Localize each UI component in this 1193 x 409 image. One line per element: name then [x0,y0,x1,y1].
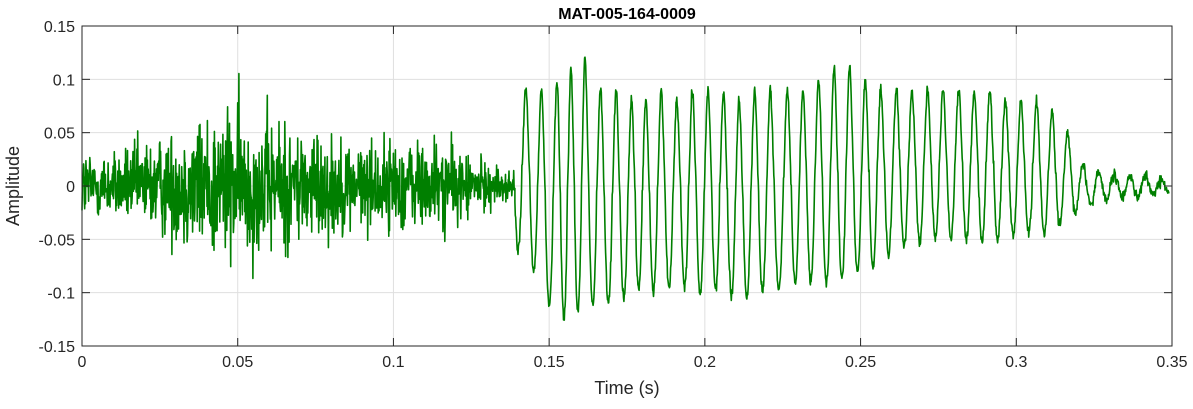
tick-marks [81,25,1173,347]
y-tick-label: -0.1 [47,286,75,303]
x-tick-label: 0.25 [845,354,876,371]
x-tick-label: 0.15 [534,354,565,371]
y-tick-label: 0.05 [44,126,75,143]
data-layer [81,56,1170,321]
y-tick-label: 0.1 [53,72,75,89]
series-line [81,56,1170,321]
y-axis-label: Amplitude [3,146,23,226]
x-axis-label: Time (s) [594,378,659,398]
y-tick-label: -0.15 [39,339,76,356]
tick-labels: 0 0.05 0.1 0.15 0.2 0.25 0.3 0.35 -0.15 -0.1 -0.05… [39,19,1188,371]
x-tick-label: 0.05 [222,354,253,371]
x-tick-label: 0.1 [382,354,404,371]
chart-title: MAT-005-164-0009 [558,6,696,23]
x-tick-label: 0.3 [1005,354,1027,371]
y-tick-label: -0.05 [39,232,76,249]
y-tick-label: 0.15 [44,19,75,36]
x-tick-label: 0.35 [1156,354,1187,371]
x-tick-label: 0 [78,354,87,371]
y-tick-label: 0 [66,179,75,196]
x-tick-label: 0.2 [694,354,716,371]
